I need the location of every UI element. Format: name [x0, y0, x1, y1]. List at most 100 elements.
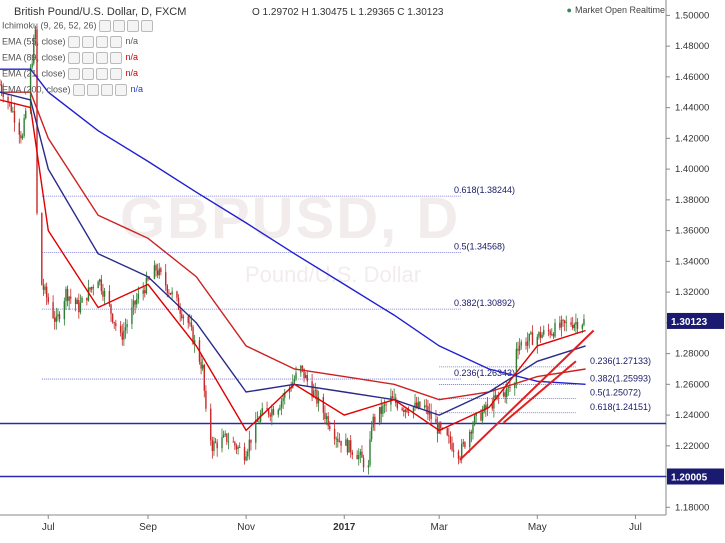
indicator-value: n/a: [130, 84, 144, 95]
trend-line: [459, 329, 595, 461]
eye-icon[interactable]: [98, 20, 111, 32]
candle-body: [205, 390, 207, 409]
price-tick-label: 1.48000: [675, 41, 709, 52]
price-tick-label: 1.18000: [675, 502, 709, 513]
indicator-row[interactable]: EMA (89, close) n/a: [2, 52, 138, 64]
close-icon[interactable]: [126, 20, 139, 32]
candle-body: [440, 423, 442, 429]
candle-body: [0, 84, 3, 92]
settings-icon[interactable]: [81, 52, 94, 64]
fib-level-label: 0.236(1.27133): [590, 356, 651, 366]
close-icon[interactable]: [95, 36, 108, 48]
candle-body: [119, 325, 122, 333]
indicator-row[interactable]: EMA (21, close) n/a: [2, 68, 138, 80]
candle-body: [63, 301, 66, 320]
price-tick-label: 1.42000: [675, 133, 709, 144]
candle-body: [562, 319, 564, 321]
candle-body: [333, 429, 336, 440]
candle-body: [383, 404, 386, 406]
candle-body: [491, 404, 493, 409]
candle-body: [349, 440, 352, 453]
candle-body: [224, 433, 226, 435]
eye-icon[interactable]: [67, 52, 80, 64]
candle-body: [234, 442, 236, 446]
fib-level-label: 0.382(1.25993): [590, 373, 651, 383]
candle-body: [42, 285, 45, 290]
candle-body: [179, 309, 181, 315]
candle-body: [425, 405, 428, 407]
more-icon[interactable]: [109, 52, 122, 64]
candle-body: [485, 405, 487, 410]
candle-body: [506, 387, 508, 397]
candle-body: [168, 292, 170, 294]
candle-body: [452, 450, 455, 452]
candle-body: [136, 299, 138, 305]
candle-body: [361, 451, 363, 458]
candle-body: [419, 401, 421, 408]
candle-body: [295, 372, 297, 380]
candle-body: [81, 297, 83, 303]
candle-body: [169, 292, 172, 295]
candle-body: [554, 322, 556, 337]
candle-body: [200, 361, 202, 369]
candle-body: [7, 96, 9, 103]
candle-body: [76, 300, 78, 305]
last-price-label-bg: [667, 312, 724, 329]
candle-body: [382, 405, 384, 414]
close-icon[interactable]: [95, 52, 108, 64]
candle-body: [47, 297, 49, 303]
indicator-label: EMA (55, close): [2, 36, 66, 47]
candle-body: [158, 268, 160, 276]
eye-icon[interactable]: [67, 68, 80, 80]
candle-body: [131, 307, 133, 325]
candle-body: [362, 457, 365, 468]
candle-body: [70, 296, 72, 299]
candle-body: [345, 439, 347, 446]
close-icon[interactable]: [100, 84, 113, 96]
candle-body: [396, 403, 399, 409]
candle-body: [238, 446, 241, 448]
candle-body: [110, 304, 112, 314]
more-icon[interactable]: [109, 36, 122, 48]
eye-icon[interactable]: [67, 36, 80, 48]
symbol-title[interactable]: British Pound/U.S. Dollar, D, FXCM: [14, 6, 187, 18]
time-tick-label: Mar: [431, 522, 449, 533]
indicator-value: n/a: [125, 68, 139, 79]
candle-body: [21, 135, 24, 139]
candle-body: [18, 122, 21, 135]
candle-body: [271, 409, 273, 417]
settings-icon[interactable]: [86, 84, 99, 96]
candle-body: [317, 397, 320, 404]
candle-body: [404, 409, 407, 412]
candle-body: [237, 446, 239, 450]
candle-body: [216, 442, 218, 449]
candle-body: [312, 390, 315, 398]
candle-body: [520, 341, 522, 346]
more-icon[interactable]: [140, 20, 153, 32]
candle-body: [31, 63, 33, 68]
settings-icon[interactable]: [81, 68, 94, 80]
candle-body: [66, 288, 69, 301]
candle-body: [166, 285, 169, 293]
indicator-row[interactable]: EMA (200, close) n/a: [2, 84, 143, 96]
moving-average-line: [0, 99, 586, 432]
candle-body: [108, 290, 111, 305]
more-icon[interactable]: [114, 84, 127, 96]
indicator-row[interactable]: EMA (55, close) n/a: [2, 36, 138, 48]
more-icon[interactable]: [109, 68, 122, 80]
candle-body: [113, 322, 115, 324]
settings-icon[interactable]: [112, 20, 125, 32]
time-tick-label: Jul: [42, 522, 55, 533]
candle-body: [507, 386, 510, 388]
candle-body: [401, 408, 403, 410]
close-icon[interactable]: [95, 68, 108, 80]
indicator-row[interactable]: Ichimoku (9, 26, 52, 26): [2, 20, 153, 32]
candle-body: [340, 440, 342, 446]
candle-body: [415, 402, 418, 408]
settings-icon[interactable]: [81, 36, 94, 48]
candle-body: [565, 322, 567, 324]
indicator-value: n/a: [125, 52, 139, 63]
eye-icon[interactable]: [72, 84, 85, 96]
